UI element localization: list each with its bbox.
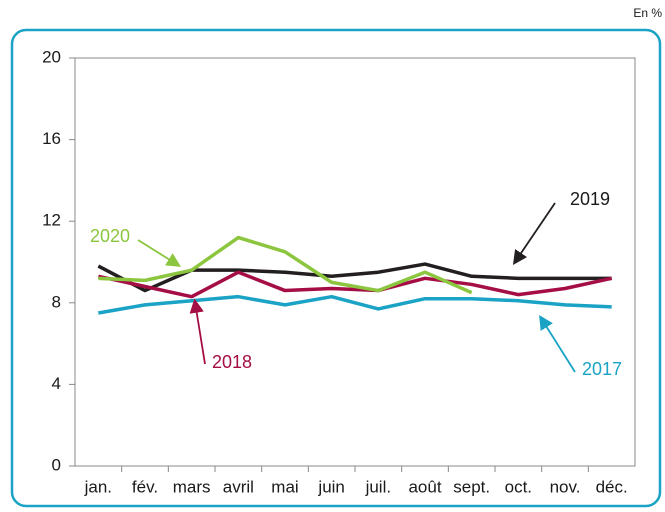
frame — [10, 28, 662, 508]
x-tick-label: avril — [223, 477, 254, 496]
annotation-arrow — [512, 202, 556, 265]
annotation-arrow — [189, 298, 206, 365]
series-label: 2018 — [212, 352, 252, 372]
x-tick-label: nov. — [550, 477, 581, 496]
y-tick-label: 12 — [42, 211, 61, 230]
y-tick-label: 4 — [52, 374, 61, 393]
plot-area — [74, 57, 636, 467]
x-tick-label: juil. — [365, 477, 392, 496]
x-tick-label: fév. — [132, 477, 158, 496]
series-label: 2017 — [582, 359, 622, 379]
series-label: 2020 — [90, 226, 130, 246]
y-tick-label: 8 — [52, 292, 61, 311]
unit-label: En % — [633, 6, 662, 20]
x-tick-label: jan. — [84, 477, 112, 496]
y-tick-label: 20 — [42, 47, 61, 66]
series-line — [98, 235, 473, 295]
y-tick-label: 0 — [52, 455, 61, 474]
annotation-arrow — [137, 239, 182, 267]
x-tick-label: sept. — [453, 477, 490, 496]
x-tick-label: juin — [317, 477, 344, 496]
x-tick-label: oct. — [505, 477, 532, 496]
series-line — [98, 294, 612, 315]
annotation-arrow — [539, 314, 576, 373]
series-line — [97, 270, 613, 299]
series-label: 2019 — [570, 189, 610, 209]
y-tick-label: 16 — [42, 129, 61, 148]
x-tick-label: mars — [173, 477, 211, 496]
x-tick-label: mai — [271, 477, 298, 496]
x-tick-label: août — [408, 477, 441, 496]
x-tick-label: déc. — [596, 477, 628, 496]
